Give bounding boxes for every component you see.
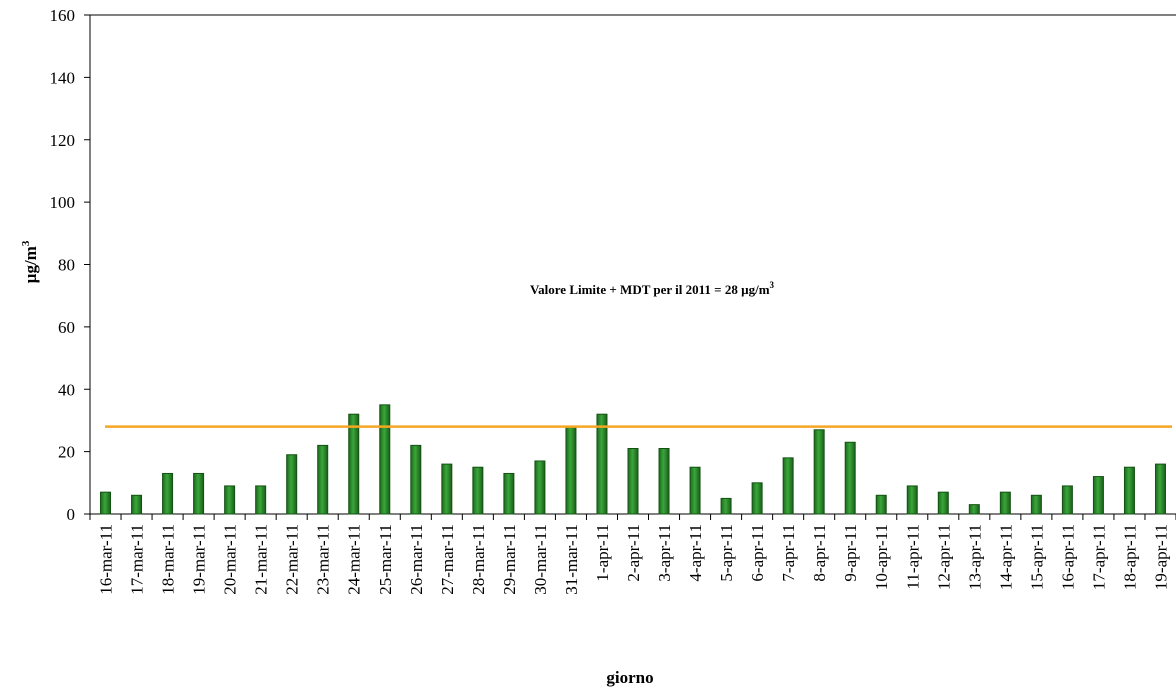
x-tick-label: 16-mar-11 [97, 524, 116, 595]
bar [317, 444, 329, 515]
x-tick-label: 7-apr-11 [779, 524, 798, 582]
x-tick-label: 17-apr-11 [1089, 524, 1108, 590]
bar [410, 444, 422, 515]
bar [658, 448, 670, 515]
bar [1061, 485, 1073, 515]
x-tick-label: 3-apr-11 [655, 524, 674, 582]
x-tick-label: 15-apr-11 [1027, 524, 1046, 590]
y-axis-label: µg/m3 [20, 240, 40, 283]
bar [441, 463, 453, 515]
y-axis-label-sup: 3 [20, 240, 32, 246]
bar [1030, 494, 1042, 515]
y-tick-label: 160 [50, 6, 76, 25]
bar [689, 466, 701, 515]
x-tick-label: 13-apr-11 [965, 524, 984, 590]
x-tick-label: 6-apr-11 [748, 524, 767, 582]
y-tick-label: 120 [50, 131, 76, 150]
x-tick-label: 21-mar-11 [252, 524, 271, 595]
x-tick-label: 19-apr-11 [1151, 524, 1170, 590]
y-tick-label: 40 [58, 380, 75, 399]
x-tick-label: 17-mar-11 [128, 524, 147, 595]
x-tick-label: 5-apr-11 [717, 524, 736, 582]
bar [968, 504, 980, 515]
x-tick-label: 18-mar-11 [159, 524, 178, 595]
bar [906, 485, 918, 515]
x-tick-label: 10-apr-11 [872, 524, 891, 590]
x-tick-label: 19-mar-11 [190, 524, 209, 595]
annotation-main: Valore Limite + MDT per il 2011 = 28 µg/… [530, 282, 770, 297]
x-tick-label: 20-mar-11 [221, 524, 240, 595]
x-tick-label: 8-apr-11 [810, 524, 829, 582]
bar [1123, 466, 1135, 515]
y-tick-label: 20 [58, 443, 75, 462]
bar [720, 497, 732, 515]
bar [193, 472, 205, 515]
x-tick-label: 12-apr-11 [934, 524, 953, 590]
bar [131, 494, 143, 515]
x-tick-label: 22-mar-11 [283, 524, 302, 595]
bar [782, 457, 794, 515]
x-tick-label: 25-mar-11 [376, 524, 395, 595]
bar [348, 413, 360, 515]
x-tick-label: 28-mar-11 [469, 524, 488, 595]
x-tick-label: 14-apr-11 [996, 524, 1015, 590]
x-tick-label: 30-mar-11 [531, 524, 550, 595]
annotation: Valore Limite + MDT per il 2011 = 28 µg/… [530, 280, 775, 297]
bar [1154, 463, 1166, 515]
bar [596, 413, 608, 515]
bar [503, 472, 515, 515]
y-tick-label: 80 [58, 256, 75, 275]
y-tick-label: 0 [67, 505, 76, 524]
y-axis-label-main: µg/m [21, 246, 40, 283]
bar [224, 485, 236, 515]
annotation-sup: 3 [770, 280, 775, 290]
x-tick-label: 16-apr-11 [1058, 524, 1077, 590]
bar [813, 429, 825, 515]
x-tick-label: 27-mar-11 [438, 524, 457, 595]
x-tick-label: 23-mar-11 [314, 524, 333, 595]
x-tick-label: 4-apr-11 [686, 524, 705, 582]
bar [534, 460, 546, 515]
x-tick-label: 29-mar-11 [500, 524, 519, 595]
bar [937, 491, 949, 515]
bar [379, 404, 391, 515]
bar [162, 472, 174, 515]
bar [999, 491, 1011, 515]
x-tick-label: 2-apr-11 [624, 524, 643, 582]
x-axis-label: giorno [606, 668, 653, 687]
x-tick-label: 1-apr-11 [593, 524, 612, 582]
bar [751, 482, 763, 515]
x-tick-label: 9-apr-11 [841, 524, 860, 582]
y-tick-label: 100 [50, 193, 76, 212]
x-tick-label: 11-apr-11 [903, 524, 922, 589]
bar [1092, 476, 1104, 515]
bar [255, 485, 267, 515]
bar [286, 454, 298, 515]
y-tick-label: 140 [50, 68, 76, 87]
x-tick-label: 18-apr-11 [1120, 524, 1139, 590]
x-tick-label: 26-mar-11 [407, 524, 426, 595]
x-tick-label: 24-mar-11 [345, 524, 364, 595]
bar [100, 491, 112, 515]
x-tick-label: 31-mar-11 [562, 524, 581, 595]
bar [472, 466, 484, 515]
y-tick-label: 60 [58, 318, 75, 337]
bar [565, 426, 577, 515]
bar [875, 494, 887, 515]
bar [627, 448, 639, 515]
bar [844, 441, 856, 515]
